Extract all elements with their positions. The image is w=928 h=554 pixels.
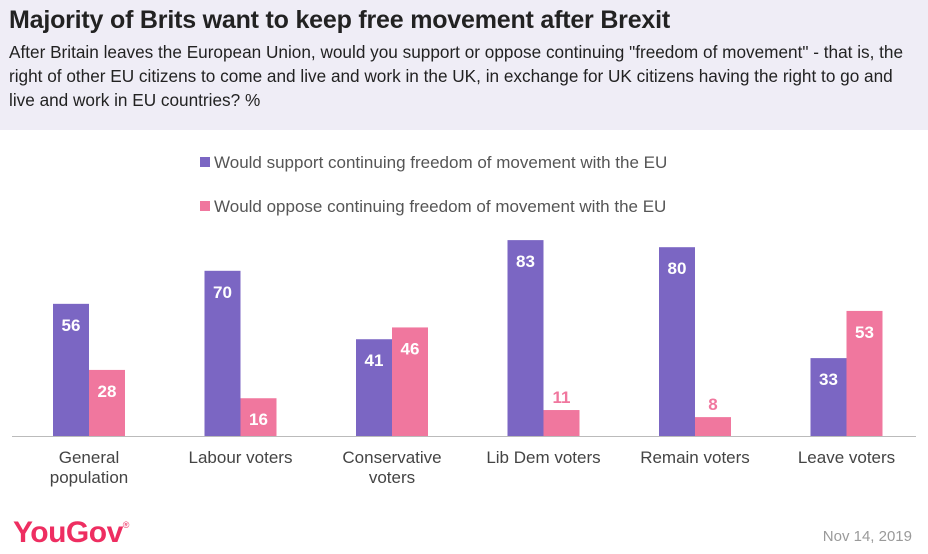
legend-label-oppose: Would oppose continuing freedom of movem… xyxy=(214,197,666,216)
value-label-support-4: 80 xyxy=(668,259,687,278)
value-label-support-1: 70 xyxy=(213,283,232,302)
bar-oppose-2 xyxy=(392,327,428,436)
bar-support-2 xyxy=(356,339,392,436)
value-label-oppose-4: 8 xyxy=(708,395,717,414)
category-label-0: population xyxy=(50,468,128,487)
category-label-2: Conservative xyxy=(342,448,441,467)
legend-swatch-support xyxy=(200,157,210,167)
bar-oppose-5 xyxy=(846,310,883,436)
chart-title: Majority of Brits want to keep free move… xyxy=(9,6,670,34)
category-label-3: Lib Dem voters xyxy=(486,448,600,467)
value-label-oppose-0: 28 xyxy=(98,382,117,401)
category-label-1: Labour voters xyxy=(189,448,293,467)
value-label-support-0: 56 xyxy=(62,316,81,335)
value-label-oppose-2: 46 xyxy=(401,339,420,358)
value-label-oppose-1: 16 xyxy=(249,410,268,429)
bar-support-5 xyxy=(810,358,847,436)
yougov-logo: YouGov® xyxy=(13,516,129,549)
legend-label-support: Would support continuing freedom of move… xyxy=(214,153,667,172)
bar-chart: Would support continuing freedom of move… xyxy=(12,153,916,487)
bar-oppose-1 xyxy=(240,398,277,436)
category-label-5: Leave voters xyxy=(798,448,895,467)
bar-oppose-0 xyxy=(89,369,125,436)
header-band: Majority of Brits want to keep free move… xyxy=(0,0,928,130)
category-label-2: voters xyxy=(369,468,415,487)
bar-support-3 xyxy=(507,240,544,436)
bar-oppose-3 xyxy=(543,410,580,436)
bar-oppose-4 xyxy=(695,417,731,436)
value-label-oppose-5: 53 xyxy=(855,323,874,342)
bar-group: 56 28 70 16 41 46 83 11 80 8 33 53 xyxy=(53,240,883,436)
value-label-support-2: 41 xyxy=(365,351,384,370)
category-label-4: Remain voters xyxy=(640,448,750,467)
bar-support-4 xyxy=(659,247,695,436)
value-label-support-5: 33 xyxy=(819,370,838,389)
value-label-support-3: 83 xyxy=(516,252,535,271)
bar-support-0 xyxy=(53,303,89,436)
chart-subtitle: After Britain leaves the European Union,… xyxy=(9,42,904,110)
publish-date: Nov 14, 2019 xyxy=(822,528,912,545)
bar-support-1 xyxy=(204,270,241,436)
category-label-0: General xyxy=(59,448,119,467)
value-label-oppose-3: 11 xyxy=(553,388,571,407)
chart-legend: Would support continuing freedom of move… xyxy=(200,153,667,216)
legend-swatch-oppose xyxy=(200,201,210,211)
